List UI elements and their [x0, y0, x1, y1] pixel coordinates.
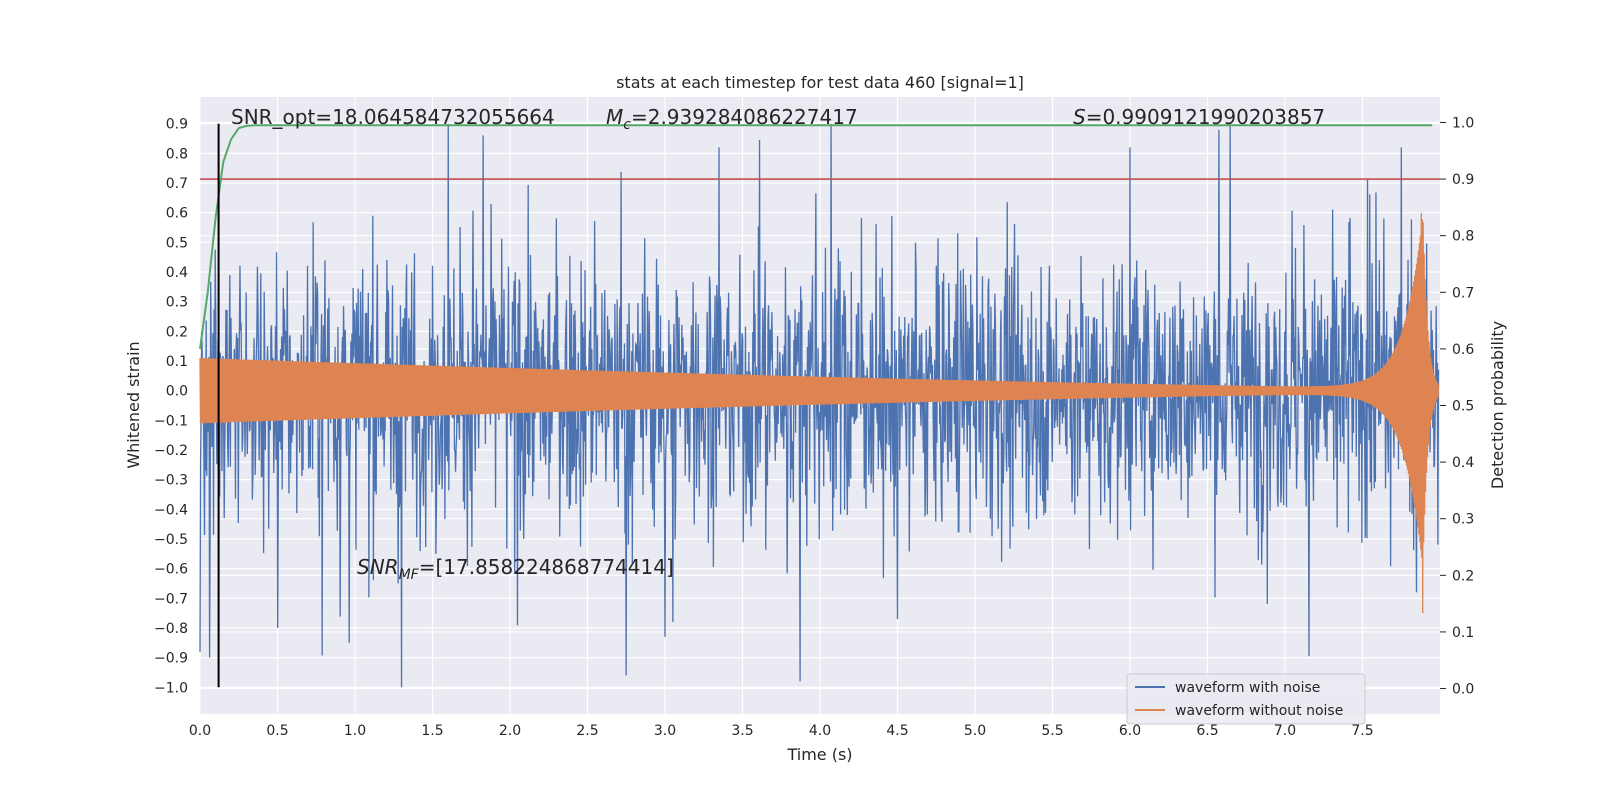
y2-tick-label: 0.2 [1452, 568, 1474, 584]
y-tick-label: 0.2 [166, 324, 188, 340]
x-tick-label: 1.5 [421, 723, 443, 739]
y-tick-label: 0.0 [166, 384, 188, 400]
x-tick-label: 2.5 [576, 723, 598, 739]
annotation-s: S=0.9909121990203857 [1073, 105, 1325, 129]
y-tick-label: −0.2 [154, 443, 188, 459]
y-tick-label: −0.6 [154, 562, 188, 578]
y2-tick-label: 0.7 [1452, 285, 1474, 301]
y2-tick-label: 0.6 [1452, 342, 1474, 358]
y-tick-label: 0.3 [166, 295, 188, 311]
y-tick-label: −0.9 [154, 651, 188, 667]
x-tick-label: 7.0 [1274, 723, 1296, 739]
y2-tick-label: 1.0 [1452, 115, 1474, 131]
legend: waveform with noise waveform without noi… [1126, 673, 1366, 725]
y-tick-label: −0.7 [154, 591, 188, 607]
x-tick-label: 2.0 [499, 723, 521, 739]
legend-label-noise: waveform with noise [1175, 680, 1320, 696]
x-tick-label: 1.0 [344, 723, 366, 739]
y-tick-label: −0.3 [154, 473, 188, 489]
y-tick-label: −0.4 [154, 502, 188, 518]
y-tick-label: −1.0 [154, 680, 188, 696]
annotation-chirp-mass: Mc=2.939284086227417 [606, 105, 858, 133]
y-tick-label: 0.5 [166, 235, 188, 251]
y-tick-label: −0.8 [154, 621, 188, 637]
x-tick-label: 3.5 [731, 723, 753, 739]
y2-axis-label: Detection probability [1488, 321, 1507, 489]
x-tick-label: 4.0 [809, 723, 831, 739]
y2-tick-label: 0.4 [1452, 455, 1474, 471]
y2-tick-labels: 1.0 0.9 0.8 0.7 0.6 0.5 0.4 0.3 0.2 0.1 0.0 [1440, 115, 1474, 698]
y2-tick-label: 0.5 [1452, 399, 1474, 415]
annotation-snr-mf: SNRMF=[17.858224868774414] [357, 555, 674, 583]
series-waveform-with-noise [199, 123, 1440, 688]
legend-box [1126, 673, 1366, 725]
y2-tick-label: 0.0 [1452, 682, 1474, 698]
y2-tick-label: 0.3 [1452, 512, 1474, 528]
x-tick-label: 4.5 [886, 723, 908, 739]
x-tick-label: 0.5 [266, 723, 288, 739]
x-tick-label: 3.0 [654, 723, 676, 739]
series-layer [199, 123, 1440, 688]
x-tick-label: 7.5 [1351, 723, 1373, 739]
x-axis-label: Time (s) [786, 745, 852, 764]
x-tick-label: 6.5 [1196, 723, 1218, 739]
x-tick-label: 5.5 [1041, 723, 1063, 739]
y-tick-label: −0.5 [154, 532, 188, 548]
annotation-snr-opt: SNR_opt=18.064584732055664 [231, 105, 555, 129]
y-tick-label: −0.1 [154, 413, 188, 429]
y-tick-label: 0.7 [166, 176, 188, 192]
y-tick-label: 0.4 [166, 265, 188, 281]
y-tick-label: 0.9 [166, 117, 188, 133]
y-tick-labels: 0.9 0.8 0.7 0.6 0.5 0.4 0.3 0.2 0.1 0.0 −0.1 −0.2 −0… [154, 117, 188, 697]
y2-tick-label: 0.1 [1452, 625, 1474, 641]
y-tick-label: 0.6 [166, 206, 188, 222]
x-tick-labels: 0.0 0.5 1.0 1.5 2.0 2.5 3.0 3.5 4.0 4.5 5.0 5.5 6.0 6… [189, 723, 1374, 739]
legend-label-clean: waveform without noise [1175, 703, 1343, 719]
x-tick-label: 0.0 [189, 723, 211, 739]
y-tick-label: 0.1 [166, 354, 188, 370]
chart-title: stats at each timestep for test data 460… [616, 73, 1024, 92]
y-axis-label: Whitened strain [124, 341, 143, 468]
x-tick-label: 5.0 [964, 723, 986, 739]
y2-tick-label: 0.9 [1452, 172, 1474, 188]
x-tick-label: 6.0 [1119, 723, 1141, 739]
series-waveform-without-noise [199, 212, 1440, 614]
series-detection-probability [199, 124, 1433, 350]
y2-tick-label: 0.8 [1452, 229, 1474, 245]
y-tick-label: 0.8 [166, 146, 188, 162]
